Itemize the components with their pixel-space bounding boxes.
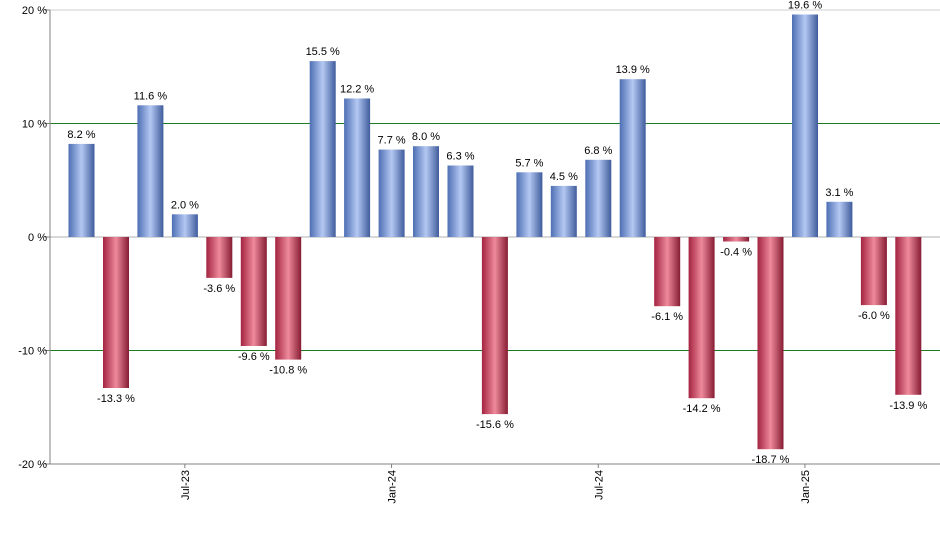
data-label-oct-24: -14.2 %: [683, 403, 721, 415]
bar-jun-24: [550, 185, 577, 237]
bar-dec-24: [757, 237, 784, 450]
bar-oct-24: [688, 237, 715, 399]
data-label-jun-24: 4.5 %: [550, 171, 578, 183]
bar-aug-24: [619, 79, 646, 237]
x-tick-label: Jan-24: [387, 470, 399, 504]
y-tick-label: 0 %: [28, 232, 47, 244]
data-label-apr-25: -13.9 %: [889, 400, 927, 412]
bar-apr-23: [68, 143, 95, 237]
x-tick-label: Jul-24: [593, 470, 605, 500]
data-label-feb-25: 3.1 %: [825, 187, 853, 199]
data-label-dec-24: -18.7 %: [752, 454, 790, 466]
bar-dec-23: [344, 98, 371, 237]
data-label-sep-24: -6.1 %: [651, 311, 683, 323]
data-label-mar-25: -6.0 %: [858, 310, 890, 322]
x-tick-label: Jul-23: [180, 470, 192, 500]
y-tick-label: 20 %: [22, 5, 47, 17]
data-label-aug-23: -3.6 %: [203, 283, 235, 295]
data-label-jan-24: 7.7 %: [378, 135, 406, 147]
bar-mar-25: [860, 237, 887, 306]
bar-sep-24: [654, 237, 681, 307]
bar-jul-23: [171, 214, 198, 237]
data-labels-layer: 8.2 % -13.3 % 11.6 % 2.0 % -3.6 % -9.6 % -10.8…: [67, 0, 927, 466]
bar-jan-25: [792, 14, 818, 237]
data-label-sep-23: -9.6 %: [238, 351, 270, 363]
data-label-jun-23: 11.6 %: [134, 90, 168, 102]
y-tick-label: -10 %: [18, 346, 47, 358]
bar-jan-24: [378, 149, 405, 237]
bar-may-23: [103, 237, 129, 388]
axes-layer: 20 % 10 % 0 % -10 % -20 % Jul-23 Jan-24 Jul-24 J…: [18, 5, 940, 504]
data-label-may-23: -13.3 %: [97, 393, 135, 405]
bars-layer: [68, 14, 922, 450]
data-label-aug-24: 13.9 %: [616, 64, 650, 76]
y-tick-label: -20 %: [18, 459, 47, 471]
data-label-mar-24: 6.3 %: [446, 151, 474, 163]
bar-sep-23: [240, 237, 267, 346]
data-label-nov-23: 15.5 %: [306, 46, 340, 58]
y-tick-label: 10 %: [22, 119, 47, 131]
data-label-apr-24: -15.6 %: [476, 419, 514, 431]
bar-apr-25: [895, 237, 922, 395]
bar-oct-23: [275, 237, 302, 360]
bar-jun-23: [137, 105, 164, 237]
data-label-oct-23: -10.8 %: [269, 365, 307, 377]
bar-nov-23: [309, 61, 336, 237]
bar-feb-24: [413, 146, 439, 237]
x-tick-label: Jan-25: [800, 470, 812, 504]
data-label-jul-24: 6.8 %: [584, 145, 612, 157]
data-label-nov-24: -0.4 %: [720, 247, 752, 259]
data-label-apr-23: 8.2 %: [67, 129, 95, 141]
bar-may-24: [516, 172, 543, 237]
data-label-dec-23: 12.2 %: [340, 84, 374, 96]
bar-mar-24: [447, 165, 474, 237]
data-label-may-24: 5.7 %: [515, 157, 543, 169]
bar-feb-25: [826, 201, 853, 237]
bar-aug-23: [206, 237, 233, 278]
data-label-jan-25: 19.6 %: [788, 0, 822, 12]
bar-jul-24: [585, 159, 612, 237]
bar-nov-24: [723, 237, 750, 242]
bar-apr-24: [481, 237, 508, 415]
data-label-jul-23: 2.0 %: [171, 199, 199, 211]
data-label-feb-24: 8.0 %: [412, 131, 440, 143]
